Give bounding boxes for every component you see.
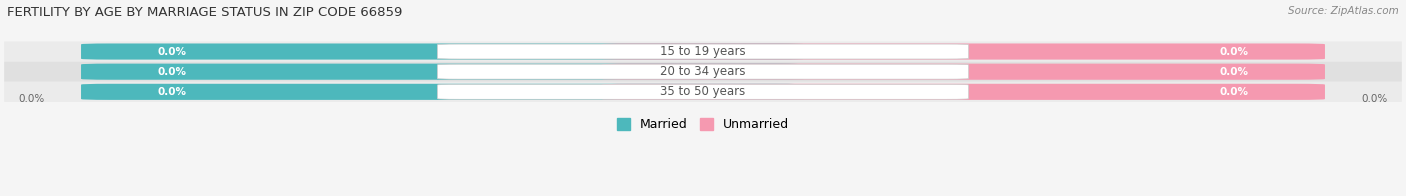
Text: 0.0%: 0.0% (1219, 46, 1249, 56)
FancyBboxPatch shape (82, 64, 804, 80)
FancyBboxPatch shape (4, 42, 1402, 62)
FancyBboxPatch shape (4, 62, 1402, 82)
Text: 0.0%: 0.0% (157, 87, 187, 97)
Text: 0.0%: 0.0% (1219, 67, 1249, 77)
Text: 35 to 50 years: 35 to 50 years (661, 85, 745, 98)
FancyBboxPatch shape (437, 64, 969, 79)
FancyBboxPatch shape (437, 44, 969, 59)
Text: FERTILITY BY AGE BY MARRIAGE STATUS IN ZIP CODE 66859: FERTILITY BY AGE BY MARRIAGE STATUS IN Z… (7, 6, 402, 19)
FancyBboxPatch shape (82, 84, 804, 100)
Text: 0.0%: 0.0% (1361, 93, 1388, 103)
Text: 20 to 34 years: 20 to 34 years (661, 65, 745, 78)
Text: 0.0%: 0.0% (157, 67, 187, 77)
Text: 0.0%: 0.0% (18, 93, 45, 103)
Text: 0.0%: 0.0% (157, 46, 187, 56)
FancyBboxPatch shape (82, 44, 804, 60)
Text: 0.0%: 0.0% (1219, 87, 1249, 97)
FancyBboxPatch shape (602, 44, 1324, 60)
FancyBboxPatch shape (602, 64, 1324, 80)
FancyBboxPatch shape (602, 84, 1324, 100)
Text: 15 to 19 years: 15 to 19 years (661, 45, 745, 58)
FancyBboxPatch shape (437, 84, 969, 99)
Legend: Married, Unmarried: Married, Unmarried (617, 118, 789, 131)
FancyBboxPatch shape (4, 82, 1402, 102)
Text: Source: ZipAtlas.com: Source: ZipAtlas.com (1288, 6, 1399, 16)
